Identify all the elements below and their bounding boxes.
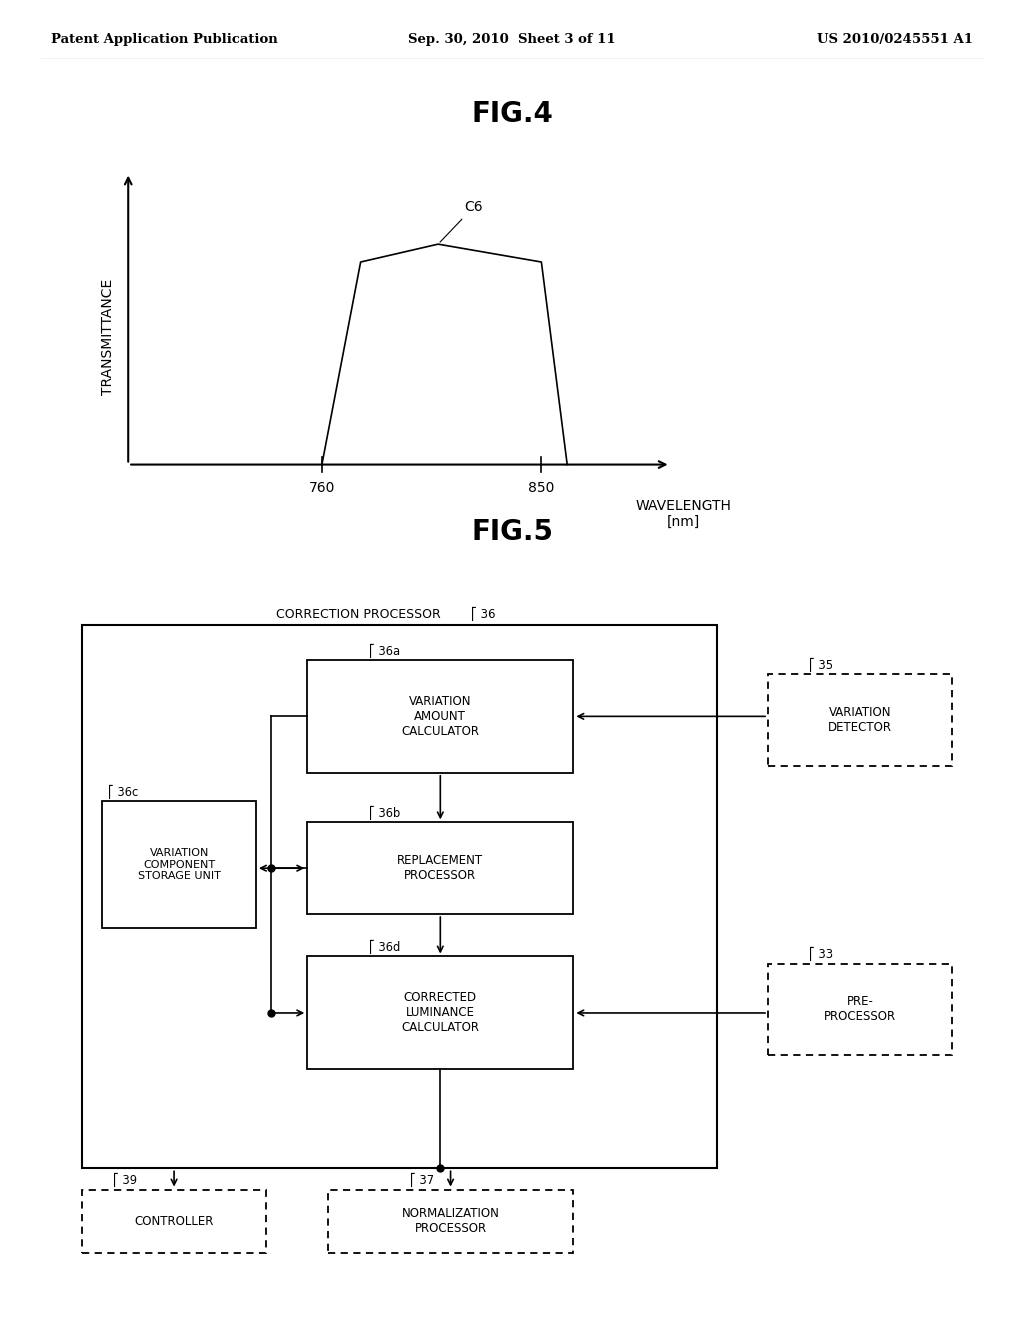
Text: CORRECTION PROCESSOR: CORRECTION PROCESSOR (276, 609, 440, 620)
Text: VARIATION
COMPONENT
STORAGE UNIT: VARIATION COMPONENT STORAGE UNIT (138, 847, 220, 882)
Bar (768, 675, 952, 766)
Text: ⎡ 36: ⎡ 36 (471, 607, 496, 620)
Text: 760: 760 (308, 480, 335, 495)
Bar (102, 801, 256, 928)
Text: Sep. 30, 2010  Sheet 3 of 11: Sep. 30, 2010 Sheet 3 of 11 (409, 33, 615, 46)
Text: US 2010/0245551 A1: US 2010/0245551 A1 (817, 33, 973, 46)
Bar (82, 1189, 266, 1253)
Bar (307, 957, 573, 1069)
Bar (328, 1189, 573, 1253)
Text: VARIATION
AMOUNT
CALCULATOR: VARIATION AMOUNT CALCULATOR (401, 694, 479, 738)
Text: WAVELENGTH
[nm]: WAVELENGTH [nm] (636, 499, 731, 529)
Text: NORMALIZATION
PROCESSOR: NORMALIZATION PROCESSOR (401, 1208, 500, 1236)
Text: CORRECTED
LUMINANCE
CALCULATOR: CORRECTED LUMINANCE CALCULATOR (401, 991, 479, 1035)
Bar (82, 624, 717, 1168)
Bar (307, 660, 573, 772)
Text: ⎡ 39: ⎡ 39 (113, 1173, 136, 1188)
Text: Patent Application Publication: Patent Application Publication (51, 33, 278, 46)
Text: ⎡ 35: ⎡ 35 (809, 657, 834, 672)
Text: FIG.4: FIG.4 (471, 99, 553, 128)
Text: ⎡ 33: ⎡ 33 (809, 948, 834, 961)
Text: ⎡ 36c: ⎡ 36c (108, 785, 138, 799)
Text: ⎡ 36a: ⎡ 36a (369, 644, 399, 657)
Text: VARIATION
DETECTOR: VARIATION DETECTOR (828, 706, 892, 734)
Bar (307, 822, 573, 913)
Text: 850: 850 (528, 480, 555, 495)
Bar (768, 964, 952, 1055)
Text: PRE-
PROCESSOR: PRE- PROCESSOR (824, 995, 896, 1023)
Text: ⎡ 36b: ⎡ 36b (369, 807, 400, 820)
Text: FIG.5: FIG.5 (471, 517, 553, 546)
Text: C6: C6 (440, 201, 482, 242)
Text: ⎡ 37: ⎡ 37 (410, 1173, 434, 1188)
Text: CONTROLLER: CONTROLLER (134, 1214, 214, 1228)
Text: REPLACEMENT
PROCESSOR: REPLACEMENT PROCESSOR (397, 854, 483, 882)
Text: ⎡ 36d: ⎡ 36d (369, 940, 400, 954)
Text: TRANSMITTANCE: TRANSMITTANCE (100, 279, 115, 395)
